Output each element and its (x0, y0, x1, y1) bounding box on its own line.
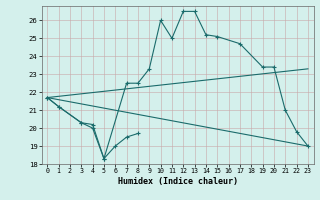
X-axis label: Humidex (Indice chaleur): Humidex (Indice chaleur) (118, 177, 237, 186)
